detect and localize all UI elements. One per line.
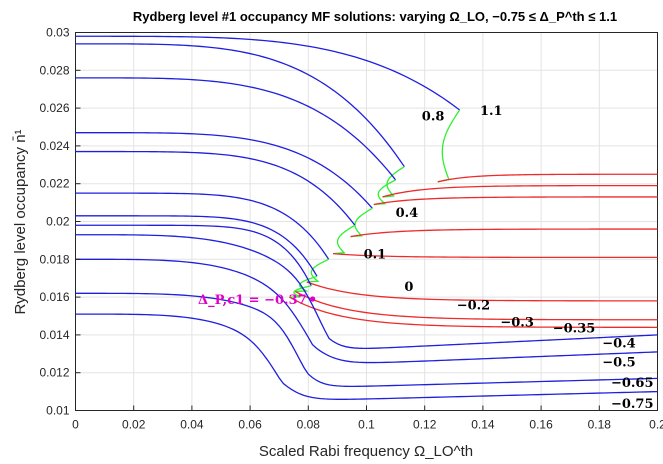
y-axis-title: Rydberg level occupancy n̄¹ [12,129,29,314]
curve-lower-0p1 [350,228,658,238]
y-tick-label: 0.03 [46,26,70,40]
series-label-m0p75: −0.75 [611,397,654,412]
series-label-m0p35: −0.35 [553,321,596,336]
y-tick-label: 0.024 [39,139,69,153]
curve-upper-0p8 [75,43,405,168]
curve-m0p65 [75,292,658,388]
x-tick-label: 0.04 [180,418,204,432]
curve-upper-m0p35 [75,224,312,287]
series-label-0: 0 [404,280,413,295]
series-label-m0p3: −0.3 [500,316,534,331]
series-label-m0p4: −0.4 [602,336,636,351]
curve-unstable-m0p2 [306,258,329,283]
series-label-0p8: 0.8 [422,110,445,125]
curve-lower-m0p2 [306,281,658,302]
y-tick-label: 0.01 [46,404,70,418]
curve-lower-m0p35 [289,296,658,328]
curve-unstable-0p4 [373,179,396,206]
y-tick-label: 0.02 [46,215,70,229]
curve-unstable-0p1 [350,207,373,238]
curve-upper-m0p2 [75,192,330,260]
y-tick-label: 0.022 [39,177,69,191]
x-tick-label: 0 [72,418,79,432]
critical-point-label: Δ_P,c1 = −0.37 [198,293,307,308]
curve-lower-0p8 [382,184,658,198]
curve-m0p5 [75,258,658,364]
series-labels: 1.1 0.8 0.4 0.1 0 −0.2 −0.3 −0.35 −0.4 −0.5 −0.65 −… [364,104,654,412]
y-axis: 0.01 0.012 0.014 0.016 0.018 0.02 0.022 0.024 0.… [39,26,81,418]
critical-point: Δ_P,c1 = −0.37 [198,293,316,308]
curve-lower-m0p3 [294,290,658,321]
curve-unstable-1p1 [437,109,461,183]
curve-lower-1p1 [437,173,658,183]
curve-upper-0 [75,150,356,226]
x-axis: 0 0.02 0.04 0.06 0.08 0.1 0.12 0.14 0.16 0.18 0.2 [72,405,663,432]
x-tick-label: 0.14 [471,418,495,432]
x-tick-label: 0.16 [529,418,553,432]
x-tick-label: 0.1 [358,418,375,432]
curve-upper-0p4 [75,77,397,181]
curve-upper-m0p3 [75,215,318,277]
curve-m0p75 [75,313,658,400]
series-label-m0p2: −0.2 [457,299,491,314]
x-axis-title: Scaled Rabi frequency Ω_LO^th [259,443,473,460]
curve-unstable-0 [332,224,356,255]
curve-upper-1p1 [75,35,461,111]
x-tick-label: 0.12 [413,418,437,432]
y-tick-label: 0.012 [39,366,69,380]
grid [75,32,658,411]
curve-unstable-0p8 [382,166,405,198]
y-tick-label: 0.016 [39,290,69,304]
x-tick-label: 0.06 [238,418,262,432]
x-tick-label: 0.02 [122,418,146,432]
critical-point-marker [310,296,316,302]
series-label-m0p5: −0.5 [602,355,636,370]
x-tick-label: 0.2 [649,418,663,432]
curve-upper-0p1 [75,132,373,209]
y-tick-label: 0.026 [39,101,69,115]
y-tick-label: 0.014 [39,328,69,342]
x-tick-label: 0.08 [297,418,321,432]
series-label-0p4: 0.4 [396,206,419,221]
y-tick-label: 0.028 [39,63,69,77]
y-tick-label: 0.018 [39,252,69,266]
curve-m0p4 [75,234,658,349]
curve-lower-0p4 [373,196,658,206]
chart-title: Rydberg level #1 occupancy MF solutions:… [133,9,617,24]
curve-unstable-m0p35 [289,285,312,298]
curves [75,35,658,400]
series-label-0p1: 0.1 [364,248,387,263]
curve-lower-0 [332,252,658,259]
series-label-1p1: 1.1 [480,104,503,119]
x-tick-label: 0.18 [588,418,612,432]
series-label-m0p65: −0.65 [611,376,654,391]
